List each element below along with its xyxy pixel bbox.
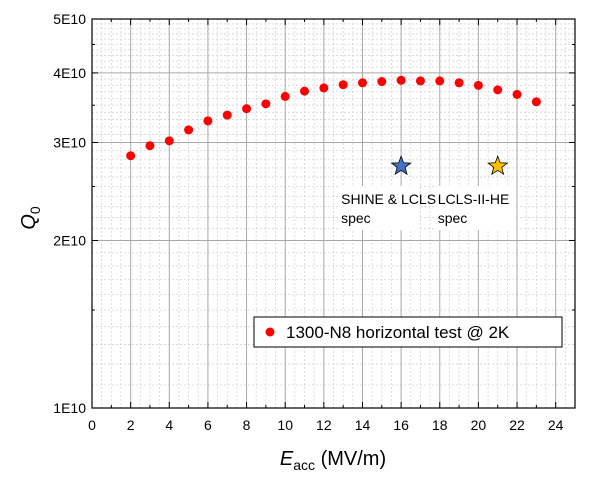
x-tick-label: 10	[277, 417, 293, 433]
y-tick-label: 4E10	[53, 65, 86, 81]
shine-lcls-ii-spec-label: SHINE & LCLS-II	[341, 191, 448, 207]
data-point	[338, 80, 348, 90]
x-tick-label: 2	[127, 417, 135, 433]
data-point	[454, 78, 464, 88]
data-point	[377, 77, 387, 87]
lcls-ii-he-spec-label: LCLS-II-HE	[438, 191, 510, 207]
x-tick-label: 16	[393, 417, 409, 433]
x-tick-label: 18	[432, 417, 448, 433]
shine-lcls-ii-spec-label: spec	[341, 210, 371, 226]
x-tick-label: 0	[88, 417, 96, 433]
y-tick-label: 1E10	[53, 400, 86, 416]
data-point	[415, 76, 425, 86]
data-point	[222, 110, 232, 120]
data-point	[493, 85, 503, 95]
data-point	[145, 141, 155, 151]
lcls-ii-he-spec-star	[487, 155, 509, 176]
shine-lcls-ii-spec-star	[390, 155, 412, 176]
data-points	[126, 75, 541, 161]
y-tick-label: 3E10	[53, 134, 86, 150]
data-point	[242, 104, 252, 114]
data-point	[261, 99, 271, 109]
data-point	[164, 136, 174, 146]
annotations: SHINE & LCLS-II spec LCLS-II-HE spec	[339, 155, 516, 231]
legend-box	[253, 316, 563, 348]
data-point	[531, 97, 541, 107]
y-axis-title: Q0	[18, 206, 43, 230]
x-tick-label: 20	[471, 417, 487, 433]
data-point	[473, 80, 483, 90]
x-tick-label: 24	[548, 417, 564, 433]
data-point	[435, 76, 445, 86]
x-tick-label: 8	[243, 417, 251, 433]
x-tick-label: 14	[355, 417, 371, 433]
data-point	[300, 86, 310, 96]
legend: 1300-N8 horizontal test @ 2K	[253, 316, 563, 348]
data-point	[396, 75, 406, 85]
y-tick-label: 2E10	[53, 232, 86, 248]
legend-marker	[265, 327, 275, 337]
y-tick-label: 5E10	[53, 11, 86, 27]
shine-lcls-ii-spec-label-bg	[339, 186, 420, 231]
data-point	[126, 151, 136, 161]
ticks	[91, 18, 575, 409]
x-tick-labels: 0 2 4 6 8 10 12 14 16 18 20 22 24	[88, 417, 564, 433]
x-tick-label: 22	[509, 417, 525, 433]
data-point	[280, 91, 290, 101]
data-point	[203, 116, 213, 126]
plot-frame	[91, 18, 576, 409]
data-point	[184, 125, 194, 135]
x-tick-label: 12	[316, 417, 332, 433]
x-tick-label: 6	[204, 417, 212, 433]
x-tick-label: 4	[165, 417, 173, 433]
legend-label: 1300-N8 horizontal test @ 2K	[286, 323, 510, 342]
x-axis-title: Eacc (MV/m)	[280, 448, 386, 473]
y-tick-labels: 1E10 2E10 3E10 4E10 5E10	[53, 11, 86, 416]
lcls-ii-he-spec-label: spec	[438, 210, 468, 226]
data-point	[512, 89, 522, 99]
data-point	[357, 78, 367, 88]
lcls-ii-he-spec-label-bg	[435, 186, 516, 231]
data-point	[319, 83, 329, 93]
